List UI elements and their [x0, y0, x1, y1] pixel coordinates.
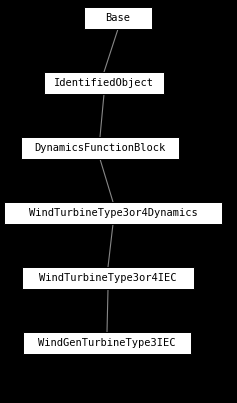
Text: Base: Base	[105, 13, 131, 23]
Bar	[4, 202, 222, 224]
Text: IdentifiedObject: IdentifiedObject	[54, 78, 154, 88]
Bar	[21, 137, 179, 159]
Bar	[84, 7, 152, 29]
Text: WindGenTurbineType3IEC: WindGenTurbineType3IEC	[38, 338, 176, 348]
Bar	[23, 332, 191, 354]
Text: DynamicsFunctionBlock: DynamicsFunctionBlock	[34, 143, 166, 153]
Text: WindTurbineType3or4Dynamics: WindTurbineType3or4Dynamics	[29, 208, 197, 218]
Text: WindTurbineType3or4IEC: WindTurbineType3or4IEC	[39, 273, 177, 283]
Bar	[44, 72, 164, 94]
Bar	[22, 267, 194, 289]
